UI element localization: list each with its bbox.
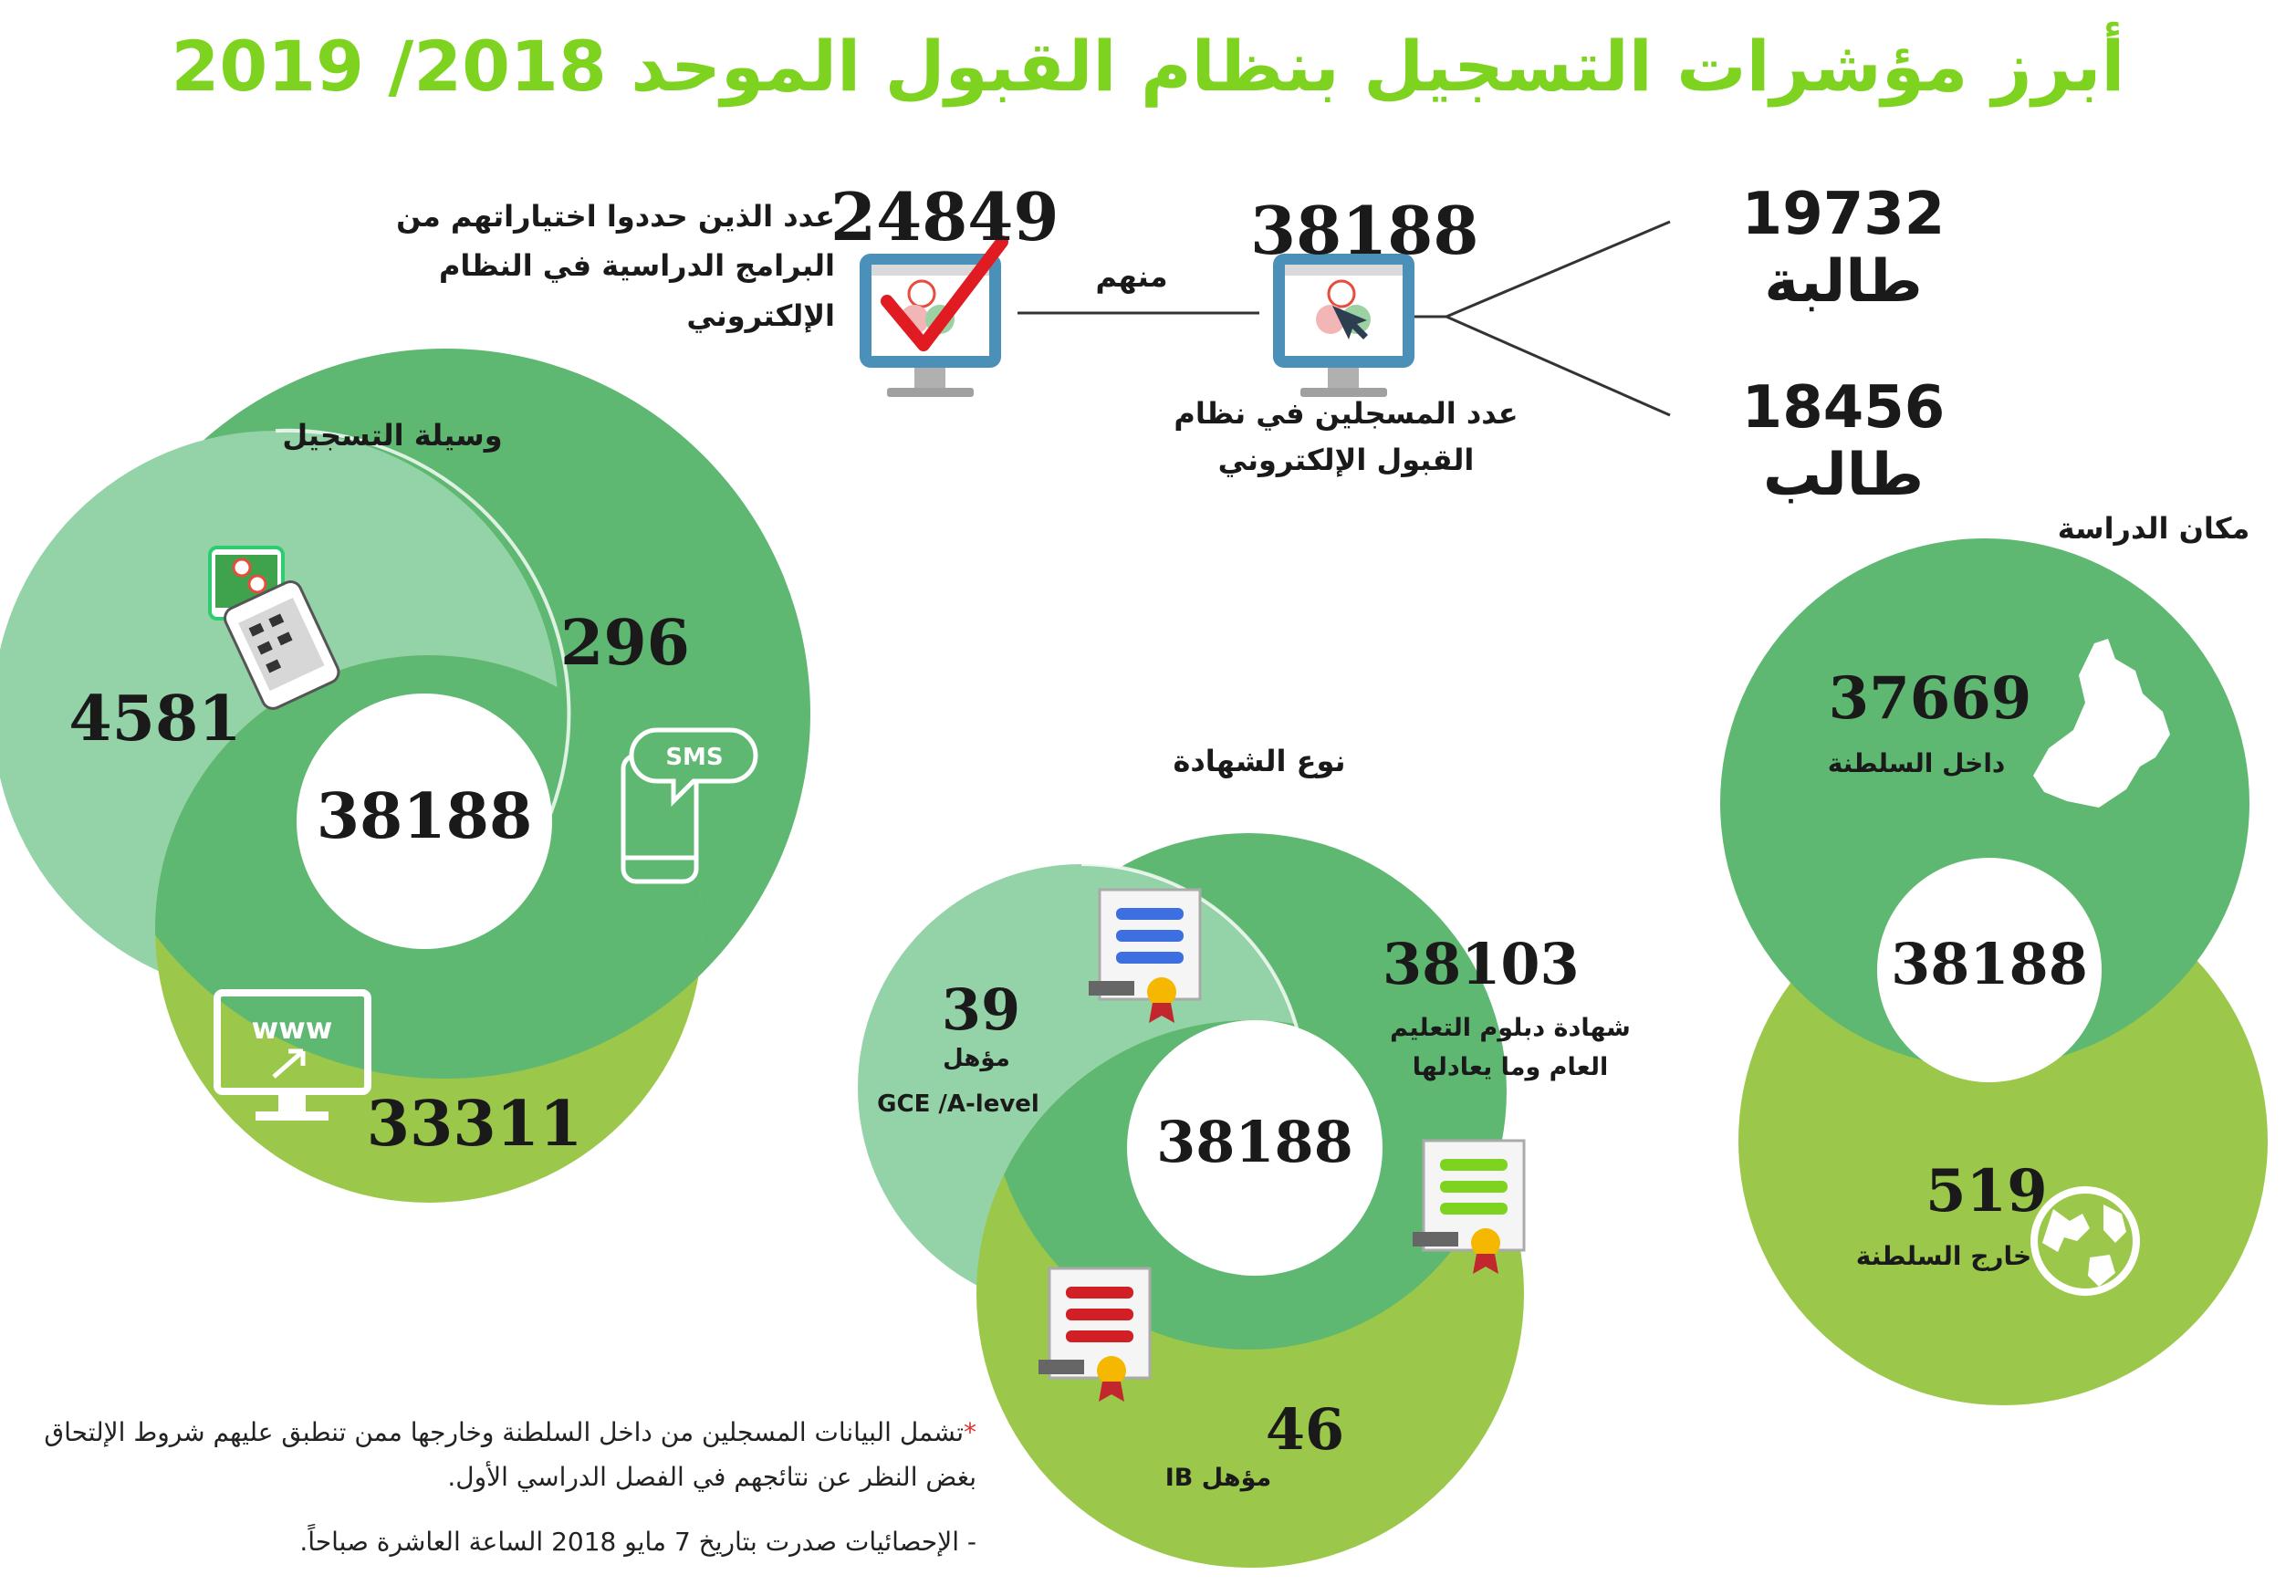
sms-icon-text: SMS: [665, 744, 723, 771]
gce-qualification: GCE /A-level: [877, 1090, 1039, 1118]
www-monitor-icon: www: [214, 989, 371, 1121]
outside-label: خارج السلطنة: [1855, 1241, 2032, 1271]
inside-label: داخل السلطنة: [1827, 748, 2006, 778]
registration-total: 38188: [316, 780, 533, 853]
certificate-icon: [1089, 888, 1202, 1023]
gce-label: مؤهل: [943, 1045, 1010, 1072]
study-place-total: 38188: [1891, 931, 2088, 997]
footnote-asterisk: *: [964, 1417, 976, 1447]
connector-line-female: [1445, 220, 1671, 318]
gce-count: 39: [941, 976, 1021, 1043]
checkmark-icon: [881, 235, 1008, 351]
footnote-2: - الإحصائيات صدرت بتاريخ 7 مايو 2018 الس…: [299, 1527, 976, 1557]
venn-center: [297, 694, 552, 949]
page-title: أبرز مؤشرات التسجيل بنظام القبول الموحد …: [171, 26, 2125, 107]
certificate-icon: [1413, 1139, 1526, 1274]
certificate-icon: [1038, 1267, 1152, 1402]
diploma-count: 38103: [1383, 931, 1580, 997]
sms-icon: [621, 727, 758, 884]
registered-label: عدد المسجلين في نظام القبول الإلكتروني: [1174, 396, 1518, 478]
female-count: 19732 طالبة: [1741, 181, 1946, 316]
of-them-label: منهم: [1095, 259, 1168, 294]
venn-center: [1877, 858, 2102, 1082]
oman-map-icon: [2033, 639, 2170, 808]
sms-count: 296: [560, 607, 690, 680]
male-count: 18456 طالب: [1741, 374, 1946, 509]
outside-count: 519: [1926, 1157, 2048, 1226]
registered-total: 38188: [1250, 192, 1479, 269]
chose-programs-count: 24849: [830, 178, 1059, 256]
ib-count: 46: [1265, 1396, 1345, 1463]
svg-text:www: www: [252, 1011, 333, 1046]
inside-count: 37669: [1828, 664, 2032, 733]
registration-method-heading: وسيلة التسجيل: [282, 418, 503, 453]
diploma-label: شهادة دبلوم التعليم العام وما يعادلها: [1390, 1014, 1631, 1082]
certificate-type-heading: نوع الشهادة: [1173, 744, 1346, 778]
chose-programs-label: عدد الذين حددوا اختياراتهم من البرامج ال…: [396, 199, 835, 333]
registration-method-venn: [0, 349, 810, 1203]
globe-icon: [2030, 1186, 2140, 1296]
study-place-heading: مكان الدراسة: [2057, 511, 2250, 546]
venn-center: [1127, 1020, 1383, 1276]
ib-label: مؤهل IB: [1164, 1464, 1272, 1492]
connector-line-male: [1445, 315, 1671, 417]
computer-icon: [1273, 254, 1414, 397]
web-count: 33311: [366, 1088, 583, 1161]
footnote-1-text: تشمل البيانات المسجلين من داخل السلطنة و…: [44, 1417, 976, 1492]
certificate-total: 38188: [1156, 1109, 1353, 1175]
app-count: 4581: [68, 683, 242, 756]
phone-icon: [208, 546, 340, 710]
footnote-1: *تشمل البيانات المسجلين من داخل السلطنة …: [27, 1410, 976, 1499]
